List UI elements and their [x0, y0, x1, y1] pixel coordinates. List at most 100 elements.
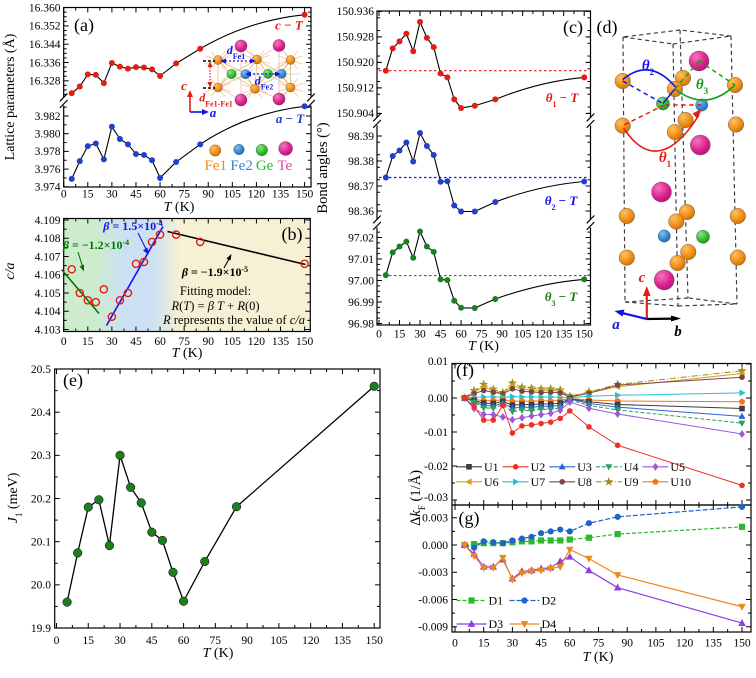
svg-text:45: 45: [435, 329, 447, 341]
svg-text:3.982: 3.982: [35, 111, 61, 123]
svg-text:0.01: 0.01: [428, 356, 448, 368]
svg-text:U2: U2: [531, 460, 546, 474]
svg-text:U9: U9: [624, 475, 639, 489]
svg-text:-0.009: -0.009: [418, 622, 448, 634]
svg-text:45: 45: [130, 189, 142, 201]
svg-text:16.328: 16.328: [29, 76, 61, 88]
svg-text:20.2: 20.2: [31, 493, 51, 505]
svg-text:30: 30: [414, 329, 426, 341]
svg-text:(d): (d): [597, 17, 618, 38]
svg-text:15: 15: [83, 635, 95, 647]
svg-text:U4: U4: [624, 460, 639, 474]
svg-text:98.37: 98.37: [348, 181, 374, 193]
svg-text:20.5: 20.5: [31, 364, 51, 376]
svg-text:16.360: 16.360: [29, 2, 61, 14]
svg-text:120: 120: [248, 336, 266, 348]
svg-text:Te: Te: [277, 158, 292, 174]
svg-text:0: 0: [54, 635, 60, 647]
svg-text:60: 60: [178, 635, 190, 647]
svg-text:98.39: 98.39: [348, 131, 374, 143]
svg-text:20.1: 20.1: [31, 537, 51, 549]
svg-text:16.344: 16.344: [29, 39, 61, 51]
svg-text:105: 105: [224, 336, 242, 348]
svg-text:45: 45: [535, 638, 547, 650]
svg-text:R(T) = β T + R(0): R(T) = β T + R(0): [170, 299, 259, 313]
svg-text:c: c: [639, 270, 646, 286]
svg-text:D1: D1: [489, 594, 504, 608]
svg-text:U7: U7: [531, 475, 546, 489]
svg-text:120: 120: [302, 635, 320, 647]
svg-text:96.98: 96.98: [348, 318, 374, 330]
svg-text:135: 135: [272, 336, 290, 348]
svg-text:Fe1: Fe1: [204, 158, 227, 174]
svg-text:150.912: 150.912: [337, 83, 375, 95]
svg-text:0: 0: [452, 638, 458, 650]
svg-text:150.936: 150.936: [337, 6, 375, 18]
svg-text:0.000: 0.000: [422, 540, 448, 552]
svg-text:R represents the value of c/a: R represents the value of c/a: [162, 313, 305, 327]
svg-text:(c): (c): [563, 17, 583, 38]
svg-text:4.106: 4.106: [35, 270, 61, 282]
svg-text:16.336: 16.336: [29, 57, 61, 69]
svg-text:4.103: 4.103: [35, 324, 61, 336]
svg-text:135: 135: [272, 189, 290, 201]
svg-text:T (K): T (K): [172, 346, 203, 361]
svg-text:U5: U5: [670, 460, 685, 474]
svg-text:D3: D3: [489, 617, 504, 631]
svg-text:3.976: 3.976: [35, 164, 61, 176]
svg-text:20.0: 20.0: [31, 580, 51, 592]
svg-text:0: 0: [61, 336, 67, 348]
svg-text:c/a: c/a: [3, 262, 18, 279]
svg-text:15: 15: [478, 638, 490, 650]
svg-text:97.02: 97.02: [348, 232, 374, 244]
svg-text:β = 1.5×10-4: β = 1.5×10-4: [102, 219, 163, 234]
svg-text:75: 75: [593, 638, 605, 650]
svg-text:D2: D2: [542, 594, 557, 608]
svg-text:90: 90: [621, 638, 633, 650]
svg-text:60: 60: [455, 329, 467, 341]
svg-text:3.974: 3.974: [35, 182, 61, 194]
svg-text:60: 60: [154, 336, 166, 348]
svg-text:4.108: 4.108: [35, 233, 61, 245]
svg-text:105: 105: [270, 635, 288, 647]
svg-text:98.36: 98.36: [348, 206, 374, 218]
svg-text:30: 30: [507, 638, 519, 650]
svg-text:T (K): T (K): [468, 339, 499, 354]
svg-text:4.105: 4.105: [35, 288, 61, 300]
svg-text:90: 90: [241, 635, 253, 647]
svg-text:4.104: 4.104: [35, 306, 61, 318]
svg-text:a: a: [210, 105, 217, 120]
svg-text:(a): (a): [74, 15, 94, 36]
svg-text:0: 0: [376, 329, 382, 341]
svg-text:45: 45: [146, 635, 158, 647]
svg-text:120: 120: [535, 329, 553, 341]
svg-text:97.00: 97.00: [348, 275, 374, 287]
svg-text:75: 75: [178, 189, 190, 201]
svg-text:15: 15: [82, 336, 94, 348]
svg-text:105: 105: [514, 329, 532, 341]
svg-text:-0.003: -0.003: [418, 567, 448, 579]
svg-text:20.4: 20.4: [31, 407, 51, 419]
svg-text:90: 90: [202, 189, 214, 201]
svg-text:135: 135: [334, 635, 352, 647]
svg-text:150: 150: [296, 189, 314, 201]
svg-text:β = −1.9×10-5: β = −1.9×10-5: [181, 265, 248, 280]
svg-text:-0.006: -0.006: [418, 594, 448, 606]
svg-text:4.109: 4.109: [35, 215, 61, 227]
svg-text:3.978: 3.978: [35, 146, 61, 158]
svg-text:0.00: 0.00: [428, 393, 448, 405]
svg-text:90: 90: [202, 336, 214, 348]
svg-text:U8: U8: [577, 475, 592, 489]
svg-text:60: 60: [154, 189, 166, 201]
svg-text:U10: U10: [670, 475, 691, 489]
svg-text:-0.02: -0.02: [424, 461, 448, 473]
svg-text:45: 45: [130, 336, 142, 348]
svg-text:(e): (e): [63, 370, 83, 391]
svg-text:150.928: 150.928: [337, 32, 375, 44]
svg-text:30: 30: [106, 189, 118, 201]
svg-text:96.99: 96.99: [348, 297, 374, 309]
svg-text:150: 150: [733, 638, 751, 650]
svg-text:U1: U1: [484, 460, 499, 474]
svg-text:150: 150: [366, 635, 384, 647]
svg-text:Fe2: Fe2: [230, 158, 253, 174]
